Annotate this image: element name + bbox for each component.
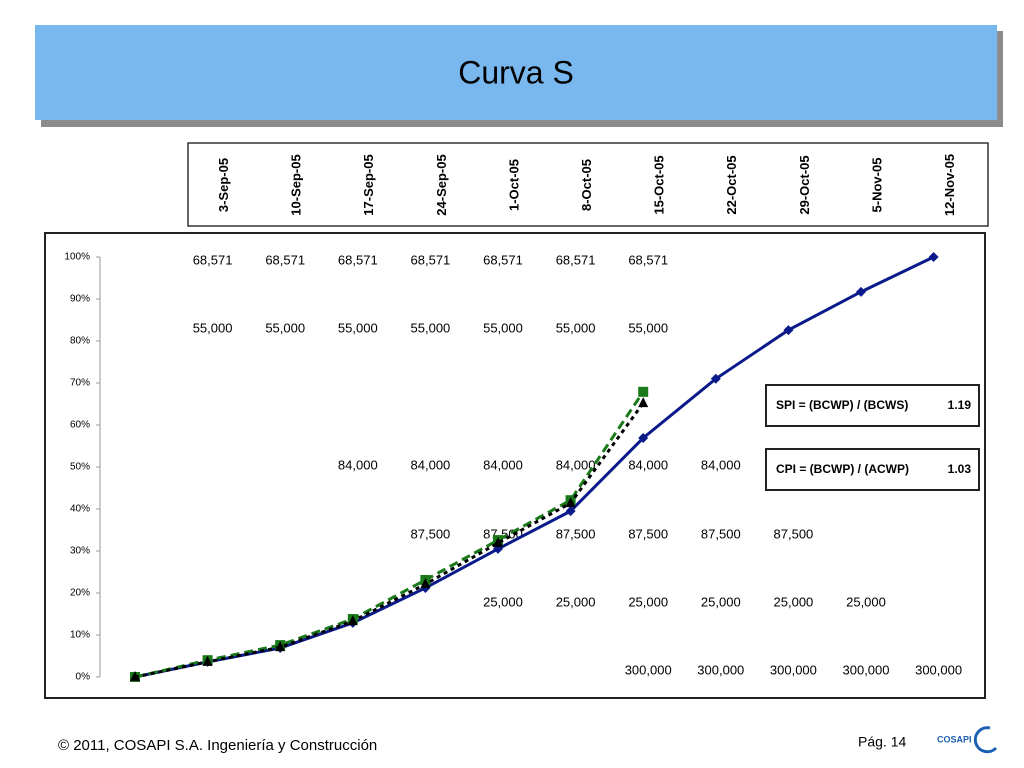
table-value: 25,000 — [556, 594, 596, 609]
date-label: 15-Oct-05 — [652, 155, 667, 214]
table-value: 87,500 — [556, 526, 596, 541]
table-value: 25,000 — [628, 594, 668, 609]
date-label: 29-Oct-05 — [797, 155, 812, 214]
table-value: 84,000 — [411, 457, 451, 472]
marker — [638, 433, 649, 444]
marker — [565, 497, 576, 508]
table-value: 87,500 — [411, 526, 451, 541]
metric-value: 1.03 — [948, 462, 972, 476]
marker — [202, 655, 213, 666]
date-label: 22-Oct-05 — [724, 155, 739, 214]
marker — [130, 671, 140, 681]
title-band — [35, 25, 997, 120]
table-value: 300,000 — [697, 662, 744, 677]
marker — [710, 373, 721, 384]
table-value: 87,500 — [774, 526, 814, 541]
date-label: 5-Nov-05 — [869, 158, 884, 213]
table-value: 55,000 — [265, 320, 305, 335]
metric-value: 1.19 — [948, 398, 972, 412]
marker — [275, 641, 286, 652]
logo: COSAPI — [937, 734, 972, 744]
footer: © 2011, COSAPI S.A. Ingeniería y Constru… — [58, 737, 377, 754]
table-value: 25,000 — [701, 594, 741, 609]
table-value: 300,000 — [843, 662, 890, 677]
table-value: 25,000 — [483, 594, 523, 609]
date-label: 1-Oct-05 — [506, 159, 521, 211]
table-value: 68,571 — [338, 252, 378, 267]
marker — [638, 386, 649, 397]
table-value: 68,571 — [411, 252, 451, 267]
table-value: 68,571 — [193, 252, 233, 267]
date-label: 17-Sep-05 — [361, 154, 376, 215]
table-value: 68,571 — [265, 252, 305, 267]
table-value: 300,000 — [770, 662, 817, 677]
marker — [783, 325, 794, 336]
table-value: 68,571 — [556, 252, 596, 267]
table-value: 84,000 — [556, 457, 596, 472]
page-number: Pág. 14 — [858, 734, 906, 750]
metric-box — [765, 448, 980, 491]
metric-box — [765, 384, 980, 427]
y-tick-label: 30% — [70, 546, 90, 557]
metric-formula: SPI = (BCWP) / (BCWS) — [776, 398, 908, 412]
y-tick-label: 60% — [70, 420, 90, 431]
y-tick-label: 50% — [70, 462, 90, 473]
y-tick-label: 0% — [76, 672, 91, 683]
marker — [638, 397, 649, 408]
table-value: 84,000 — [628, 457, 668, 472]
marker — [928, 252, 939, 262]
marker — [347, 615, 358, 626]
marker — [565, 506, 576, 517]
date-label: 12-Nov-05 — [942, 154, 957, 216]
table-value: 55,000 — [628, 320, 668, 335]
table-value: 25,000 — [846, 594, 886, 609]
table-value: 25,000 — [774, 594, 814, 609]
date-label: 10-Sep-05 — [289, 154, 304, 215]
date-header-box — [187, 142, 989, 227]
date-label: 24-Sep-05 — [434, 154, 449, 215]
y-tick-label: 100% — [64, 252, 90, 263]
series-line — [134, 255, 935, 679]
table-value: 300,000 — [915, 662, 962, 677]
table-value: 55,000 — [411, 320, 451, 335]
table-value: 68,571 — [628, 252, 668, 267]
marker — [856, 286, 866, 297]
y-tick-label: 40% — [70, 504, 90, 515]
date-label: 8-Oct-05 — [579, 159, 594, 211]
table-value: 55,000 — [483, 320, 523, 335]
y-tick-label: 10% — [70, 630, 90, 641]
series-line — [134, 390, 645, 679]
logo-mark — [973, 726, 998, 754]
table-value: 300,000 — [625, 662, 672, 677]
date-label: 3-Sep-05 — [216, 158, 231, 212]
marker — [493, 537, 503, 548]
table-value: 87,500 — [701, 526, 741, 541]
metric-formula: CPI = (BCWP) / (ACWP) — [776, 462, 909, 476]
table-value: 84,000 — [701, 457, 741, 472]
table-value: 55,000 — [338, 320, 378, 335]
table-value: 84,000 — [338, 457, 378, 472]
y-tick-label: 90% — [70, 294, 90, 305]
table-value: 55,000 — [556, 320, 596, 335]
table-value: 84,000 — [483, 457, 523, 472]
y-tick-label: 20% — [70, 588, 90, 599]
series-line — [134, 402, 645, 679]
y-tick-label: 80% — [70, 336, 90, 347]
table-value: 87,500 — [628, 526, 668, 541]
y-tick-label: 70% — [70, 378, 90, 389]
table-value: 55,000 — [193, 320, 233, 335]
slide-title: Curva S — [458, 54, 574, 90]
marker — [420, 578, 431, 589]
table-value: 68,571 — [483, 252, 523, 267]
